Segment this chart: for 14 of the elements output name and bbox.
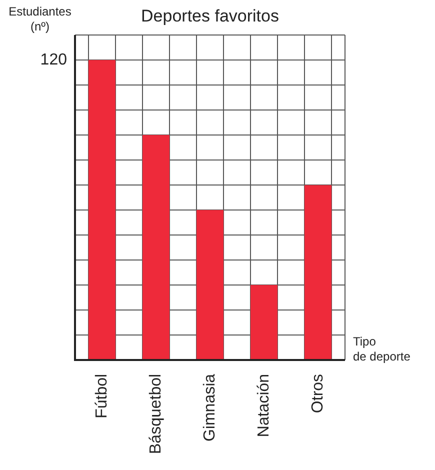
bar — [88, 60, 116, 360]
bar — [304, 185, 332, 360]
x-tick-label: Natación — [255, 374, 272, 438]
x-tick-label: Otros — [309, 374, 326, 414]
x-tick-label: Básquetbol — [147, 374, 164, 454]
bar — [250, 284, 278, 360]
chart-title: Deportes favoritos — [141, 6, 279, 26]
x-axis-title: Tipo de deporte — [353, 334, 411, 364]
x-tick-label: Gimnasia — [201, 374, 218, 442]
x-tick-label: Fútbol — [93, 374, 110, 418]
bar — [142, 134, 170, 360]
text: 120 — [40, 51, 68, 68]
bar — [196, 210, 224, 360]
y-axis-title: Estudiantes (nº) — [8, 4, 72, 34]
